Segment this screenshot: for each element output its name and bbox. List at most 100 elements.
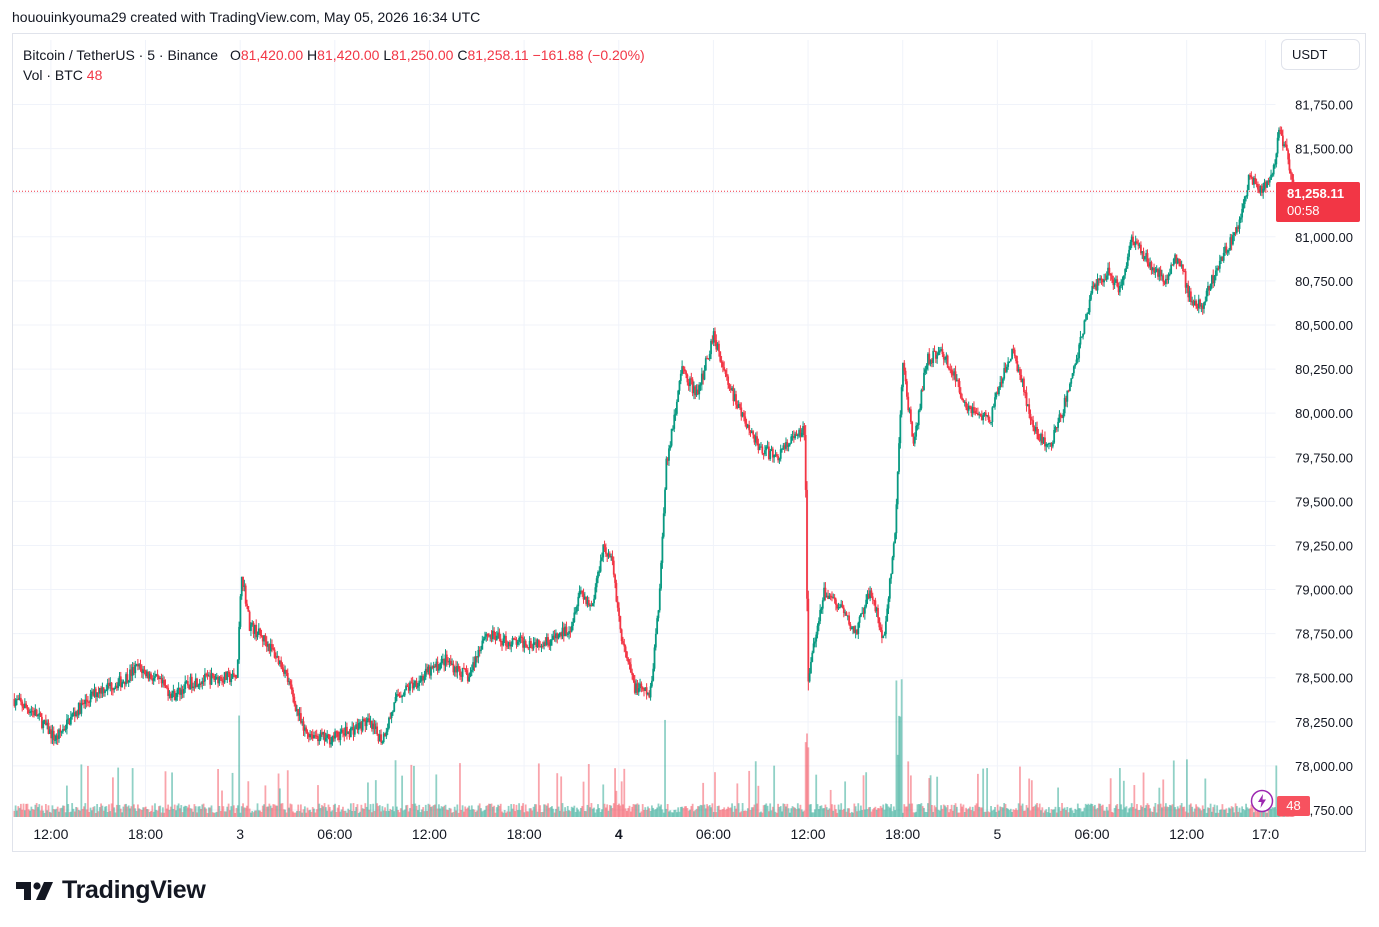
candle-body xyxy=(1193,300,1196,306)
volume-bar xyxy=(490,803,493,817)
candle-body xyxy=(731,387,733,391)
candle-body xyxy=(331,735,334,743)
candle-body xyxy=(870,590,873,597)
volume-bar xyxy=(336,807,339,817)
candle-body xyxy=(87,701,89,703)
candle-body xyxy=(393,702,396,712)
lightning-icon[interactable] xyxy=(1250,789,1274,813)
volume-bar xyxy=(881,807,883,817)
candle-body xyxy=(1062,413,1065,418)
candle-body xyxy=(1222,252,1225,261)
candle-body xyxy=(1208,285,1211,291)
volume-label[interactable]: Vol · BTC xyxy=(23,67,83,83)
volume-bar xyxy=(852,812,854,817)
candle-body xyxy=(344,726,347,736)
candle-body xyxy=(987,415,990,420)
volume-bar xyxy=(1243,810,1246,817)
candle-body xyxy=(160,678,163,684)
candle-body xyxy=(197,685,200,687)
volume-bar xyxy=(979,807,982,817)
volume-bar xyxy=(511,808,514,817)
volume-bar xyxy=(56,806,59,817)
volume-bar xyxy=(1174,807,1176,817)
candle-body xyxy=(598,571,601,573)
candle-body xyxy=(202,680,205,682)
volume-bar xyxy=(961,806,964,817)
volume-bar xyxy=(597,804,599,817)
candle-body xyxy=(1058,414,1061,422)
volume-bar xyxy=(1216,805,1219,817)
candle-body xyxy=(585,596,588,605)
volume-bar xyxy=(268,803,271,817)
candle-body xyxy=(388,717,390,729)
candle-body xyxy=(871,596,874,600)
candle-body xyxy=(415,680,418,688)
volume-bar xyxy=(416,810,419,817)
candle-body xyxy=(606,553,609,557)
volume-bar xyxy=(953,805,956,817)
candle-body xyxy=(894,533,896,544)
volume-bar xyxy=(1150,811,1153,817)
volume-bar xyxy=(823,808,825,817)
tradingview-logo[interactable]: TradingView xyxy=(16,876,206,905)
volume-bar xyxy=(690,806,693,817)
candle-body xyxy=(1184,271,1187,288)
volume-bar xyxy=(616,805,619,817)
volume-bar xyxy=(226,806,229,817)
volume-bar xyxy=(884,803,887,817)
volume-bar xyxy=(1001,807,1004,817)
volume-bar xyxy=(1003,803,1006,817)
volume-bar xyxy=(1124,807,1127,817)
volume-bar xyxy=(435,774,438,817)
candle-body xyxy=(530,641,532,648)
candle-body xyxy=(819,610,822,622)
author-line: hououinkyouma29 created with TradingView… xyxy=(12,9,481,25)
candle-body xyxy=(710,340,712,355)
volume-bar xyxy=(194,806,197,817)
candle-body xyxy=(215,676,218,679)
time-tick-label: 12:00 xyxy=(33,826,68,842)
volume-bar xyxy=(256,803,259,817)
chart-frame[interactable] xyxy=(12,33,1366,852)
candle-body xyxy=(643,689,645,691)
candle-body xyxy=(1263,182,1266,189)
volume-bar xyxy=(109,811,112,817)
candle-body xyxy=(884,621,887,635)
candle-body xyxy=(594,587,597,599)
volume-bar xyxy=(739,812,741,817)
candle-body xyxy=(815,634,818,642)
symbol-name[interactable]: Bitcoin / TetherUS · 5 · Binance xyxy=(23,47,219,63)
candle-body xyxy=(1136,241,1138,244)
volume-bar xyxy=(436,808,439,817)
candle-body xyxy=(294,703,297,712)
volume-bar xyxy=(310,811,313,817)
volume-bar xyxy=(679,806,682,817)
candle-body xyxy=(752,431,755,435)
volume-bar xyxy=(30,806,33,817)
volume-bar xyxy=(536,811,539,817)
candle-body xyxy=(104,690,106,693)
volume-bar xyxy=(1062,808,1065,817)
candle-body xyxy=(349,727,352,738)
candle-body xyxy=(159,678,162,680)
candle-body xyxy=(916,425,919,427)
volume-bar xyxy=(1016,810,1019,817)
candle-body xyxy=(852,626,854,629)
candle-body xyxy=(83,703,85,705)
volume-bar xyxy=(54,809,56,817)
candle-body xyxy=(398,695,401,697)
candle-body xyxy=(857,622,860,635)
currency-button[interactable]: USDT xyxy=(1281,39,1360,70)
candle-body xyxy=(115,685,118,689)
volume-bar xyxy=(35,803,38,817)
candle-body xyxy=(1249,174,1251,176)
candle-body xyxy=(878,617,881,628)
volume-bar xyxy=(848,808,850,817)
candle-body xyxy=(181,689,184,694)
volume-bar xyxy=(629,811,632,817)
volume-bar xyxy=(1053,809,1056,817)
volume-bar xyxy=(26,803,29,817)
volume-bar xyxy=(1122,780,1125,817)
candle-body xyxy=(127,680,130,683)
